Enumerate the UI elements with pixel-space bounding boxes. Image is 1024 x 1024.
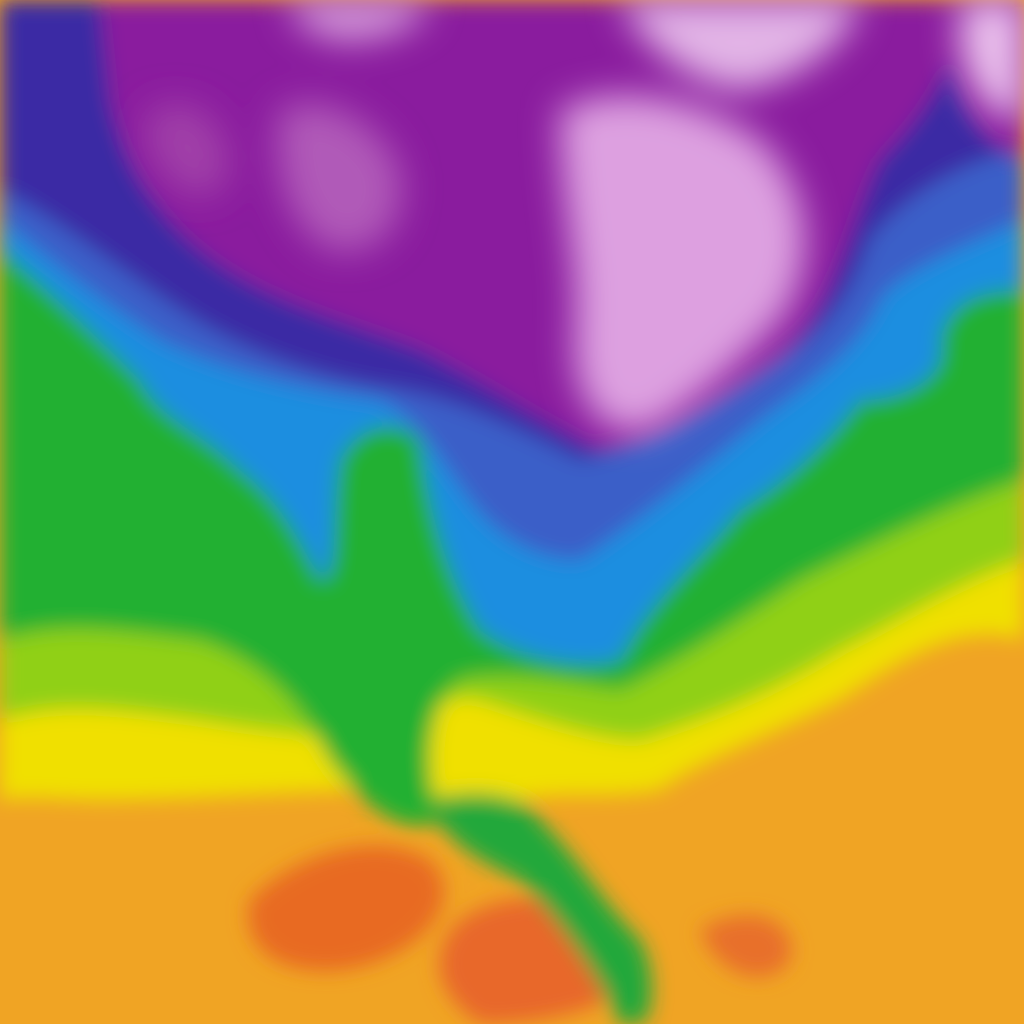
extreme-cold-zone [960, 0, 1024, 120]
extreme-cold-zone [620, 0, 860, 90]
land-cool-zone [430, 794, 652, 1024]
extreme-cold-layers [144, 0, 1024, 432]
frigid-zone [144, 103, 230, 197]
extreme-cold-zone [277, 103, 402, 252]
extreme-cold-zone [560, 95, 805, 432]
extreme-cold-zone [290, 0, 430, 40]
hot-zone [248, 845, 445, 971]
hot-zone [700, 915, 792, 977]
